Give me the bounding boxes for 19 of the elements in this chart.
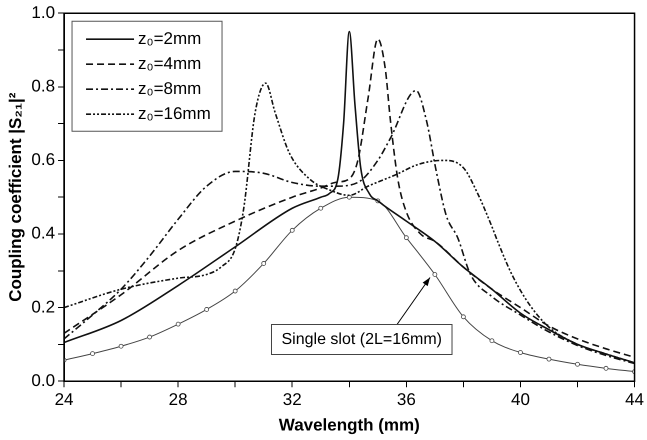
y-tick-label: 1.0 bbox=[31, 2, 56, 22]
legend-label: z₀=4mm bbox=[138, 54, 202, 73]
x-tick-label: 32 bbox=[282, 390, 302, 410]
x-axis-title: Wavelength (mm) bbox=[278, 415, 420, 434]
y-tick-label: 0.4 bbox=[31, 224, 56, 243]
x-tick-label: 24 bbox=[54, 390, 74, 410]
y-axis-title: Coupling coefficient |S₂₁|² bbox=[6, 92, 25, 302]
x-tick-label: 40 bbox=[510, 390, 530, 410]
x-tick-label: 28 bbox=[168, 390, 188, 410]
x-tick-label: 36 bbox=[396, 390, 416, 410]
y-tick-label: 0.2 bbox=[31, 297, 56, 316]
legend-label: z₀=2mm bbox=[138, 28, 202, 48]
x-tick-label: 44 bbox=[625, 390, 644, 410]
y-tick-label: 0.8 bbox=[31, 76, 56, 96]
annotation: Single slot (2L=16mm) bbox=[282, 330, 442, 348]
y-tick-label: 0.6 bbox=[31, 150, 56, 170]
legend-label: z₀=16mm bbox=[138, 104, 211, 123]
y-tick-label: 0.0 bbox=[31, 370, 56, 390]
legend-label: z₀=8mm bbox=[138, 78, 202, 98]
